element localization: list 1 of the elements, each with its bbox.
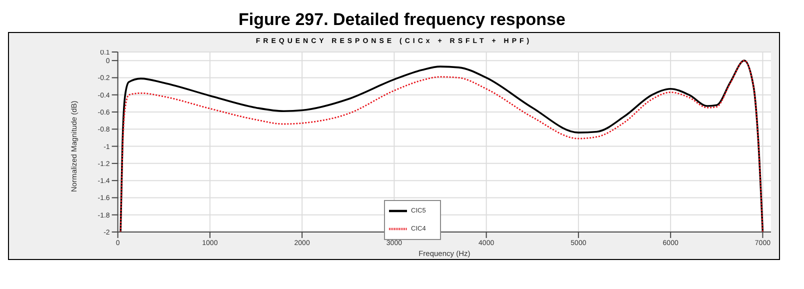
chart-title: Figure 297. Detailed frequency response [238, 9, 566, 31]
